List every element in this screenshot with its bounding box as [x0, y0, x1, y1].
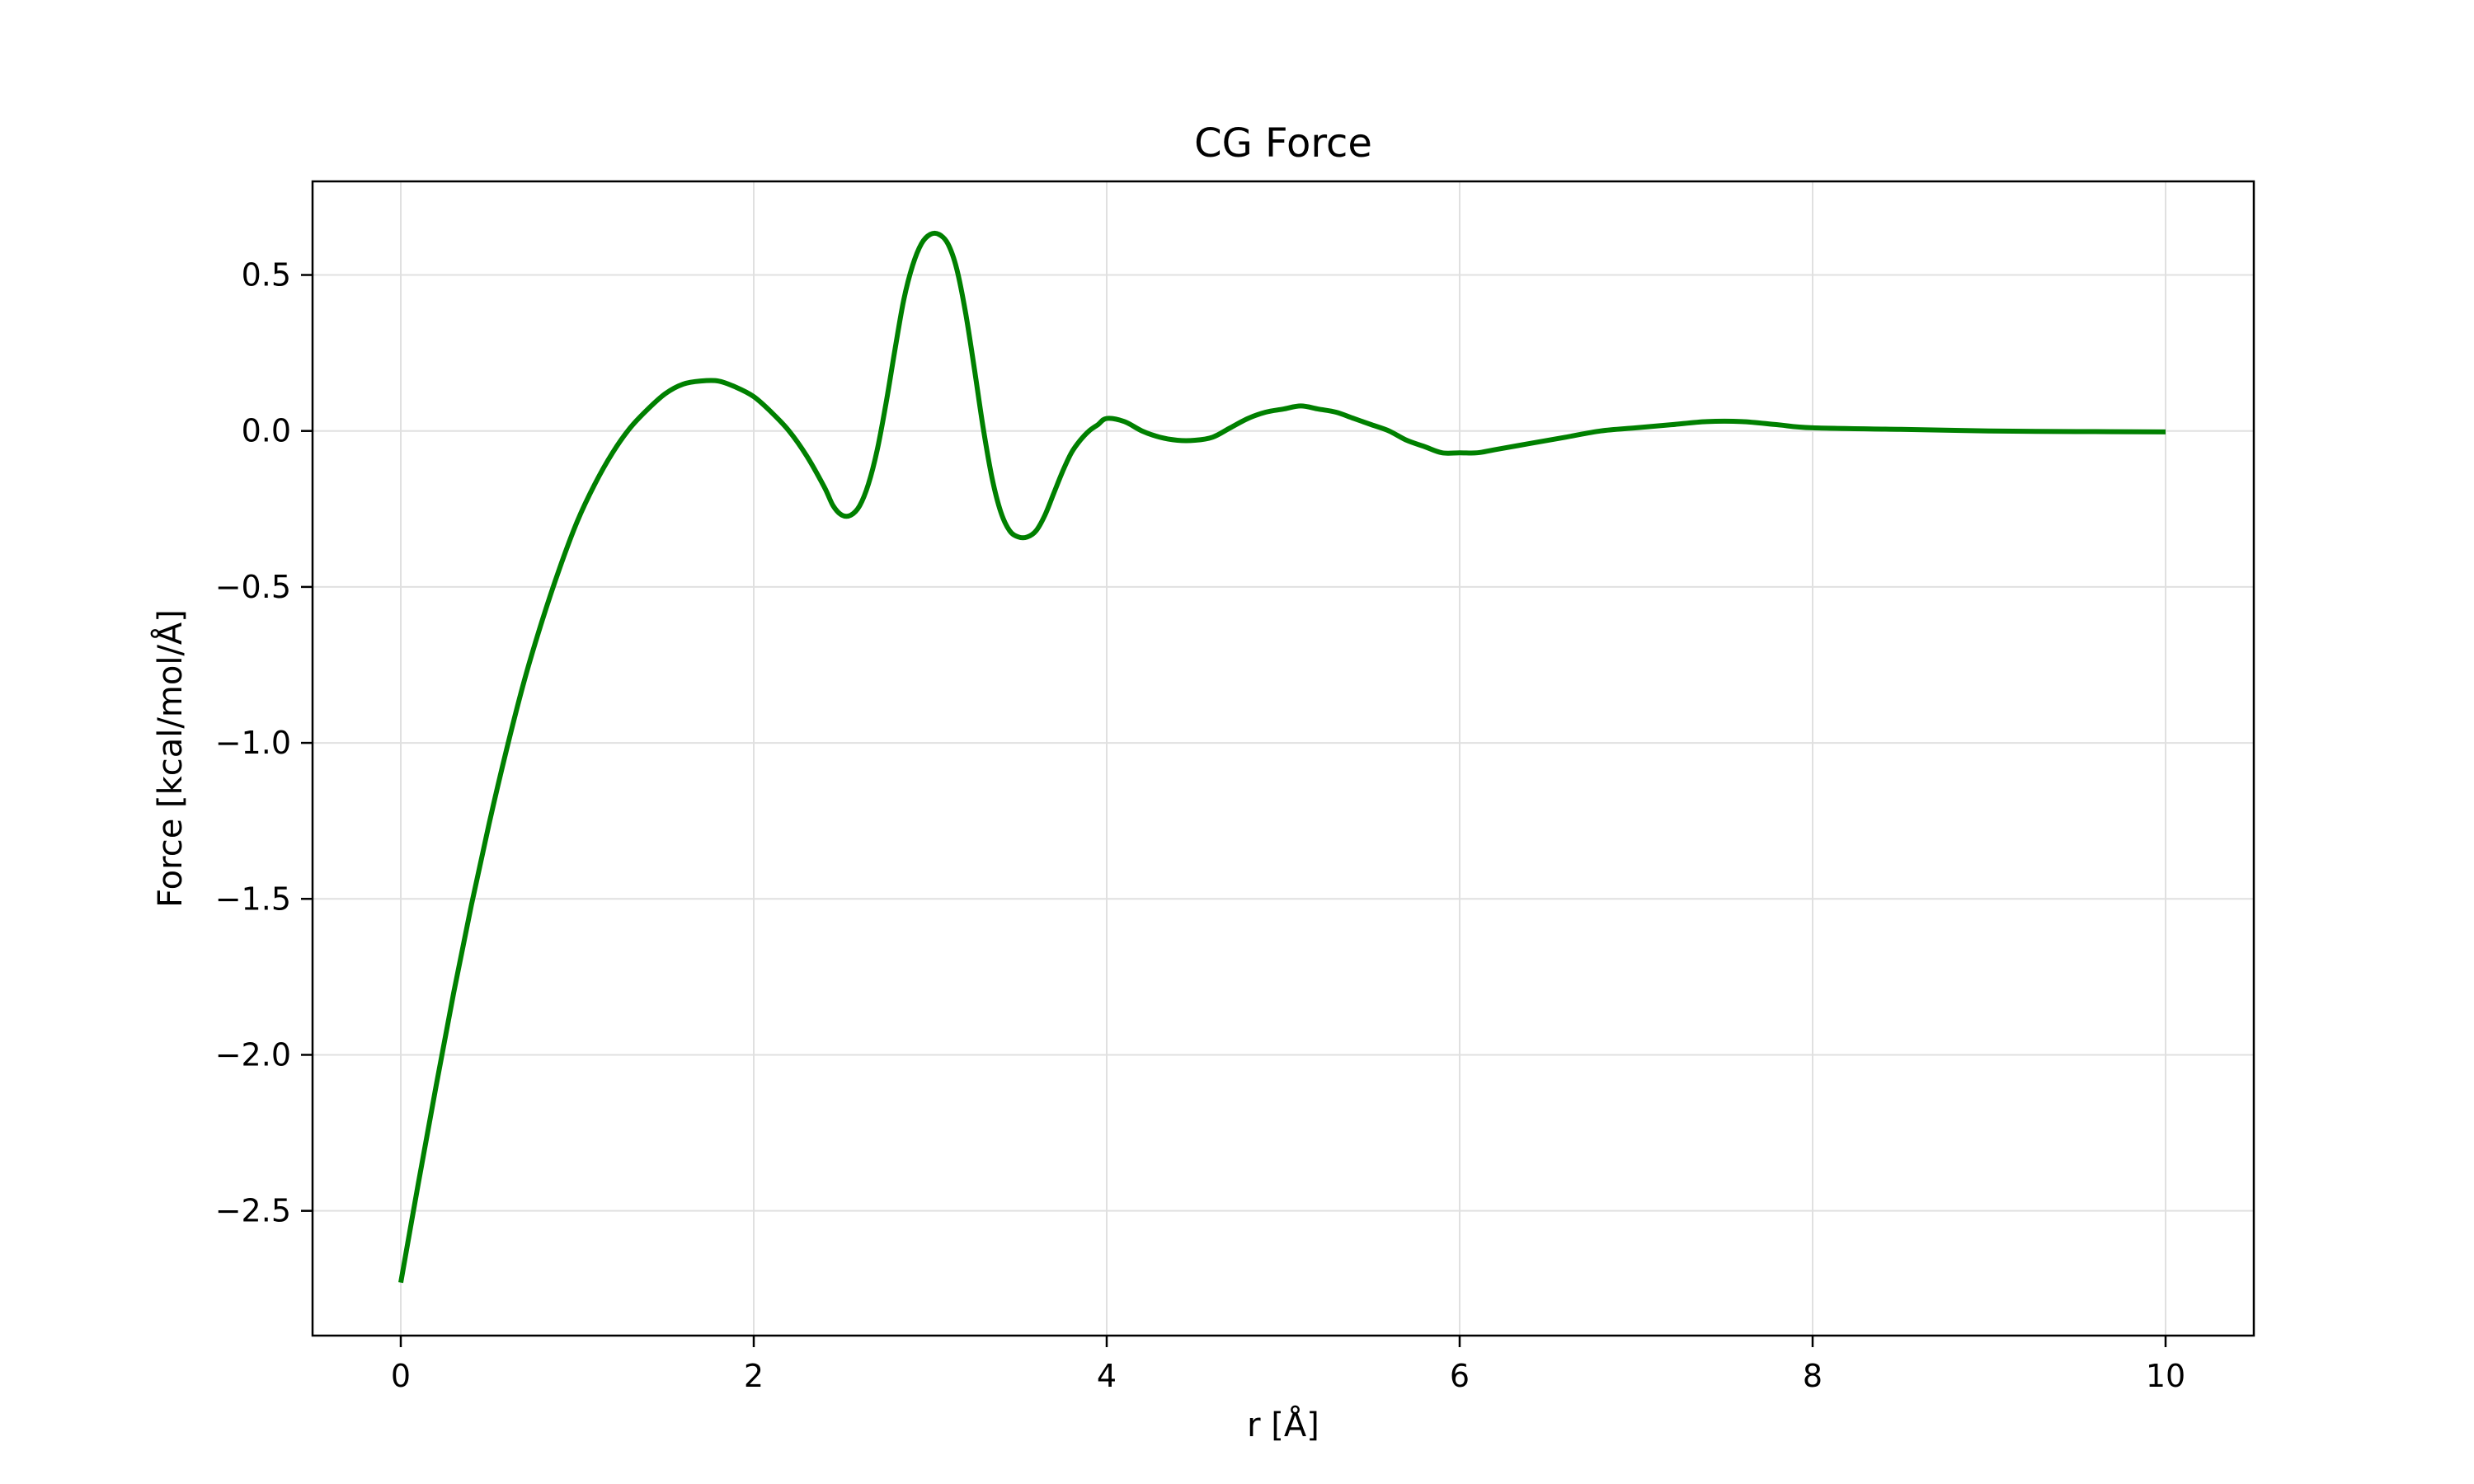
y-tick-label: −2.5: [215, 1193, 291, 1229]
x-tick-label: 8: [1803, 1358, 1823, 1394]
chart-title: CG Force: [1194, 120, 1372, 167]
y-tick-label: 0.0: [242, 413, 291, 449]
x-tick-label: 10: [2146, 1358, 2185, 1394]
series-line: [398, 230, 2166, 1284]
axes-frame: [311, 180, 2255, 1337]
plot-area: [398, 230, 2166, 1284]
x-tick-label: 2: [744, 1358, 764, 1394]
x-axis-ticks: 0 2 4 6 8 10: [391, 1336, 2185, 1394]
x-tick-label: 6: [1450, 1358, 1470, 1394]
y-tick-label: −1.5: [215, 881, 291, 917]
y-tick-label: 0.5: [242, 257, 291, 294]
y-axis-ticks: 0.5 0.0 −0.5 −1.0 −1.5 −2.0 −2.5: [215, 257, 313, 1229]
x-tick-label: 4: [1097, 1358, 1117, 1394]
x-tick-label: 0: [391, 1358, 411, 1394]
y-tick-label: −0.5: [215, 569, 291, 605]
y-tick-label: −1.0: [215, 725, 291, 761]
y-tick-label: −2.0: [215, 1036, 291, 1073]
y-axis-label: Force [kcal/mol/Å]: [150, 609, 190, 908]
x-axis-label: r [Å]: [1247, 1405, 1319, 1444]
grid: [313, 181, 2254, 1336]
